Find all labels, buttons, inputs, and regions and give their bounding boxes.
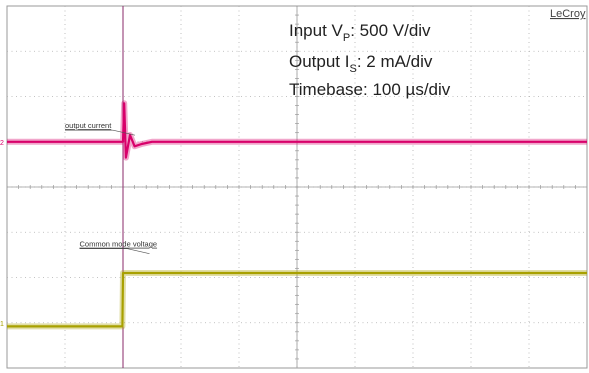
label-leader <box>127 248 150 255</box>
output-subscript: S <box>349 63 356 75</box>
input-suffix: : 500 V/div <box>350 21 431 40</box>
brand-logo: LeCroy <box>550 8 586 20</box>
channel-marker: 1 <box>0 321 4 328</box>
output-current-label: output current <box>65 121 112 130</box>
input-subscript: P <box>343 32 350 44</box>
label-leader <box>112 129 136 136</box>
common-mode-voltage-label: Common mode voltage <box>80 240 158 249</box>
trace-labels: 2 output current 1 Common mode voltage <box>0 121 157 328</box>
input-prefix: Input V <box>289 21 344 40</box>
channel-marker: 2 <box>0 140 4 147</box>
common-mode-voltage-trace <box>7 271 587 328</box>
output-suffix: : 2 mA/div <box>357 52 433 71</box>
output-prefix: Output I <box>289 52 349 71</box>
output-current-trace <box>7 102 587 159</box>
timebase-text: Timebase: 100 µs/div <box>289 80 451 99</box>
traces <box>7 6 587 368</box>
input-scale-text: Input VP: 500 V/div <box>289 21 431 44</box>
output-scale-text: Output IS: 2 mA/div <box>289 52 433 75</box>
